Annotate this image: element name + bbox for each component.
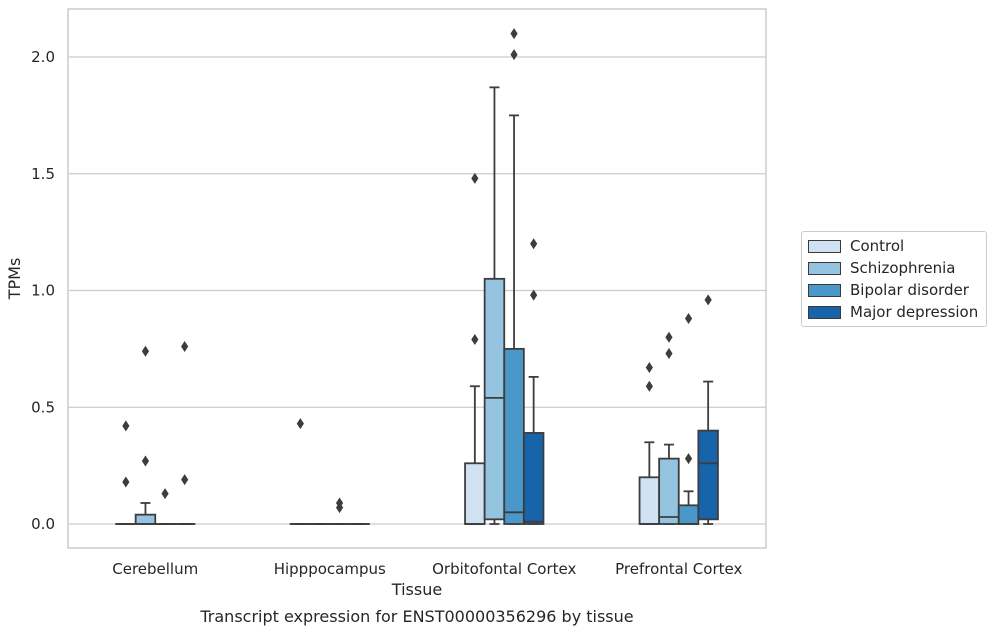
outlier-marker: [665, 348, 673, 360]
box-2-3: [677, 313, 700, 525]
legend-item-bipolar-disorder: Bipolar disorder: [808, 280, 969, 300]
legend-swatch-control: [808, 239, 841, 253]
legend-swatch-schizophrenia: [808, 261, 841, 275]
x-tick-label: Prefrontal Cortex: [615, 560, 742, 578]
outlier-marker: [122, 476, 130, 488]
outlier-marker: [665, 331, 673, 343]
x-tick-label: Cerebellum: [112, 560, 198, 578]
outlier-marker: [645, 362, 653, 374]
box-body: [134, 513, 157, 525]
gridlines: [68, 56, 766, 525]
legend-label-major-depression: Major depression: [850, 303, 979, 321]
outlier-marker: [181, 341, 189, 353]
box-3-0: [173, 341, 196, 525]
outlier-marker: [471, 172, 479, 184]
box-body: [638, 476, 661, 525]
y-tick-label: 1.5: [31, 165, 55, 183]
box-body: [503, 347, 525, 525]
x-tick-label: Hipppocampus: [274, 560, 386, 578]
outlier-marker: [645, 380, 653, 392]
legend-label-schizophrenia: Schizophrenia: [850, 259, 956, 277]
legend-swatch-bipolar-disorder: [808, 283, 841, 297]
outlier-marker: [530, 238, 538, 250]
outlier-marker: [704, 294, 712, 306]
chart-title: Transcript expression for ENST0000035629…: [199, 607, 633, 626]
outlier-marker: [471, 334, 479, 346]
x-tick-labels: Cerebellum Hipppocampus Orbitofontal Corte…: [112, 560, 742, 578]
outlier-marker: [684, 313, 693, 325]
box-body: [464, 462, 486, 525]
legend-item-control: Control: [808, 236, 904, 256]
box-series: [115, 28, 719, 525]
legend-item-major-depression: Major depression: [808, 302, 978, 322]
box-body: [522, 432, 545, 525]
plot-frame: [67, 8, 767, 549]
box-2-1: [328, 497, 351, 525]
box-body: [697, 429, 719, 521]
legend-swatch-major-depression: [808, 305, 841, 319]
legend-item-schizophrenia: Schizophrenia: [808, 258, 955, 278]
outlier-marker: [684, 453, 693, 465]
legend: Control Schizophrenia Bipolar disorder M…: [801, 231, 987, 327]
y-tick-label: 0.5: [31, 398, 55, 416]
box-0-3: [638, 362, 661, 525]
outlier-marker: [122, 420, 130, 432]
box-3-2: [522, 238, 545, 525]
outlier-marker: [141, 345, 150, 357]
y-tick-label: 0.0: [31, 515, 55, 533]
box-body: [677, 504, 700, 525]
outlier-marker: [181, 474, 189, 486]
outlier-marker: [296, 418, 304, 430]
y-tick-label: 2.0: [31, 48, 55, 66]
y-tick-labels: 0.0 0.5 1.0 1.5 2.0: [31, 48, 55, 533]
box-1-3: [658, 331, 680, 525]
box-2-0: [154, 488, 176, 525]
x-axis-label: Tissue: [391, 580, 442, 599]
outlier-marker: [530, 289, 538, 301]
outlier-marker: [510, 28, 518, 40]
outlier-marker: [141, 455, 150, 467]
x-tick-label: Orbitofontal Cortex: [432, 560, 576, 578]
outlier-marker: [335, 502, 344, 514]
legend-label-control: Control: [850, 237, 905, 255]
box-1-2: [483, 86, 506, 525]
legend-label-bipolar-disorder: Bipolar disorder: [850, 281, 969, 299]
outlier-marker: [161, 488, 169, 500]
y-axis-label: TPMs: [5, 258, 24, 301]
box-2-2: [503, 28, 525, 525]
box-body: [658, 457, 680, 525]
outlier-marker: [510, 49, 518, 61]
y-tick-label: 1.0: [31, 282, 55, 300]
box-1-0: [134, 345, 157, 525]
box-body: [483, 277, 506, 521]
box-0-2: [464, 172, 486, 525]
box-0-1: [289, 418, 312, 525]
box-3-3: [697, 294, 719, 525]
box-0-0: [115, 420, 137, 525]
